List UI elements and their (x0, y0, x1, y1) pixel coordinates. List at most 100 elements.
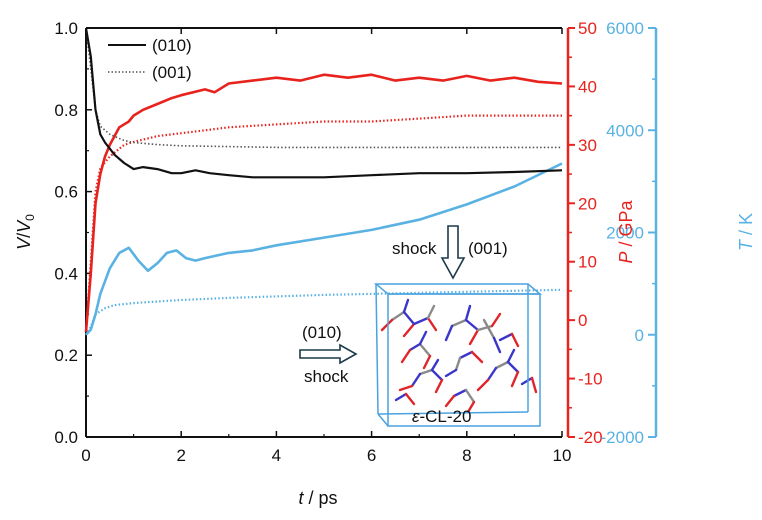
molecule-bond (492, 336, 502, 354)
molecule-bond (404, 392, 416, 406)
x-tick-label: 4 (272, 446, 281, 465)
tick-labels: 0 2 4 6 8 10 0.0 0.2 0.4 0.6 0.8 1.0 -20 -10 0 10 20 30 40… (54, 19, 644, 465)
molecule-bond (468, 328, 480, 346)
molecule-bond (430, 358, 440, 372)
molecule-bond (410, 372, 422, 388)
molecule-bond (494, 360, 510, 370)
crystal-box-back-bottom (377, 411, 529, 415)
series-t-solid (85, 162, 563, 336)
molecule-bond (464, 304, 472, 322)
x-tick-label: 6 (367, 446, 376, 465)
molecule-bond (380, 318, 394, 332)
molecule-bond (464, 318, 480, 332)
molecule-bond (486, 366, 498, 382)
crystal-inset: ε-CL-20 (373, 283, 543, 427)
right-arrow-icon (299, 343, 358, 365)
legend-label-010: (010) (152, 36, 192, 55)
y-pressure-axis-title: P / GPa (616, 199, 636, 263)
y-pressure-tick-label: 50 (578, 19, 597, 38)
y-left-tick-label: 0.4 (54, 264, 78, 283)
shock-left-label: shock (304, 367, 349, 386)
y-temperature-tick-label: 0 (635, 326, 644, 345)
series-left-solid (84, 27, 563, 179)
molecule-bond (418, 368, 434, 376)
y-pressure-tick-label: 20 (578, 194, 597, 213)
molecule-bond (476, 378, 490, 392)
molecule-bond (510, 332, 520, 348)
molecule-bond (490, 312, 502, 328)
y-left-tick-label: 0.6 (54, 183, 78, 202)
molecule-bond (482, 318, 496, 340)
crystal-molecules (380, 298, 538, 414)
molecule-bond (444, 368, 458, 378)
molecule-bond (430, 368, 444, 382)
molecule-bond (452, 388, 468, 398)
legend: (010) (001) (108, 36, 192, 82)
y-pressure-tick-label: 40 (578, 77, 597, 96)
series-p-dotted (84, 114, 562, 332)
y-pressure-tick-label: -20 (578, 428, 603, 447)
legend-label-001: (001) (152, 63, 192, 82)
molecule-bond (454, 356, 462, 372)
y-temperature-tick-label: -2000 (601, 428, 644, 447)
y-temperature-axis-title: T / K (736, 213, 756, 251)
shock-top-label: shock (392, 239, 437, 258)
molecule-bond (506, 360, 520, 374)
molecule-bond (498, 332, 514, 342)
y-temperature-tick-label: 6000 (606, 19, 644, 38)
y-temperature-tick-label: 2000 (606, 224, 644, 243)
y-left-tick-label: 0.0 (54, 428, 78, 447)
molecule-bond (444, 394, 456, 408)
molecule-bond (520, 376, 534, 386)
molecule-bond (476, 324, 494, 332)
molecule-bond (402, 322, 416, 338)
crystal-box-back-left (375, 283, 379, 415)
molecule-bond (402, 310, 416, 326)
tick-marks (85, 27, 656, 438)
molecule-bond (390, 310, 406, 322)
down-arrow-icon (440, 225, 466, 280)
x-tick-label: 2 (176, 446, 185, 465)
molecule-bond (398, 384, 414, 392)
series-p-solid (84, 73, 563, 332)
molecule-bond (450, 318, 468, 328)
molecule-bond (402, 298, 410, 314)
x-tick-label: 8 (462, 446, 471, 465)
molecule-bond (434, 378, 444, 394)
y-temperature-tick-label: 4000 (606, 121, 644, 140)
molecule-bond (506, 348, 516, 364)
molecule-bond (418, 342, 432, 358)
crystal-box (373, 283, 543, 427)
molecule-bond (422, 354, 432, 370)
molecule-bond (418, 330, 428, 346)
molecule-bond (394, 392, 408, 402)
shock-annotations: shock (001) (010) shock (299, 225, 508, 386)
molecule-bond (470, 350, 484, 364)
y-pressure-tick-label: 10 (578, 253, 597, 272)
y-left-tick-label: 0.8 (54, 101, 78, 120)
direction-010-label: (010) (302, 323, 342, 342)
y-left-tick-label: 0.2 (54, 346, 78, 365)
molecule-bond (458, 350, 474, 360)
molecule-bond (444, 324, 454, 342)
x-tick-label: 10 (553, 446, 572, 465)
molecule-bond (400, 348, 412, 364)
y-pressure-tick-label: 0 (578, 311, 587, 330)
x-tick-label: 0 (81, 446, 90, 465)
molecule-bond (530, 376, 538, 394)
molecule-bond (412, 316, 430, 326)
molecule-bond (464, 388, 476, 404)
y-pressure-tick-label: -10 (578, 370, 603, 389)
y-left-axis-title: V/V0 (14, 214, 37, 250)
direction-001-label: (001) (468, 239, 508, 258)
molecule-bond (466, 400, 476, 414)
crystal-label: ε-CL-20 (412, 407, 471, 426)
crystal-box-front (387, 293, 541, 427)
crystal-box-bottom-left (377, 413, 389, 427)
y-left-tick-label: 1.0 (54, 19, 78, 38)
x-axis-title: t / ps (298, 488, 337, 508)
series-group (84, 27, 563, 336)
molecule-bond (408, 342, 422, 352)
molecule-bond (426, 316, 438, 332)
